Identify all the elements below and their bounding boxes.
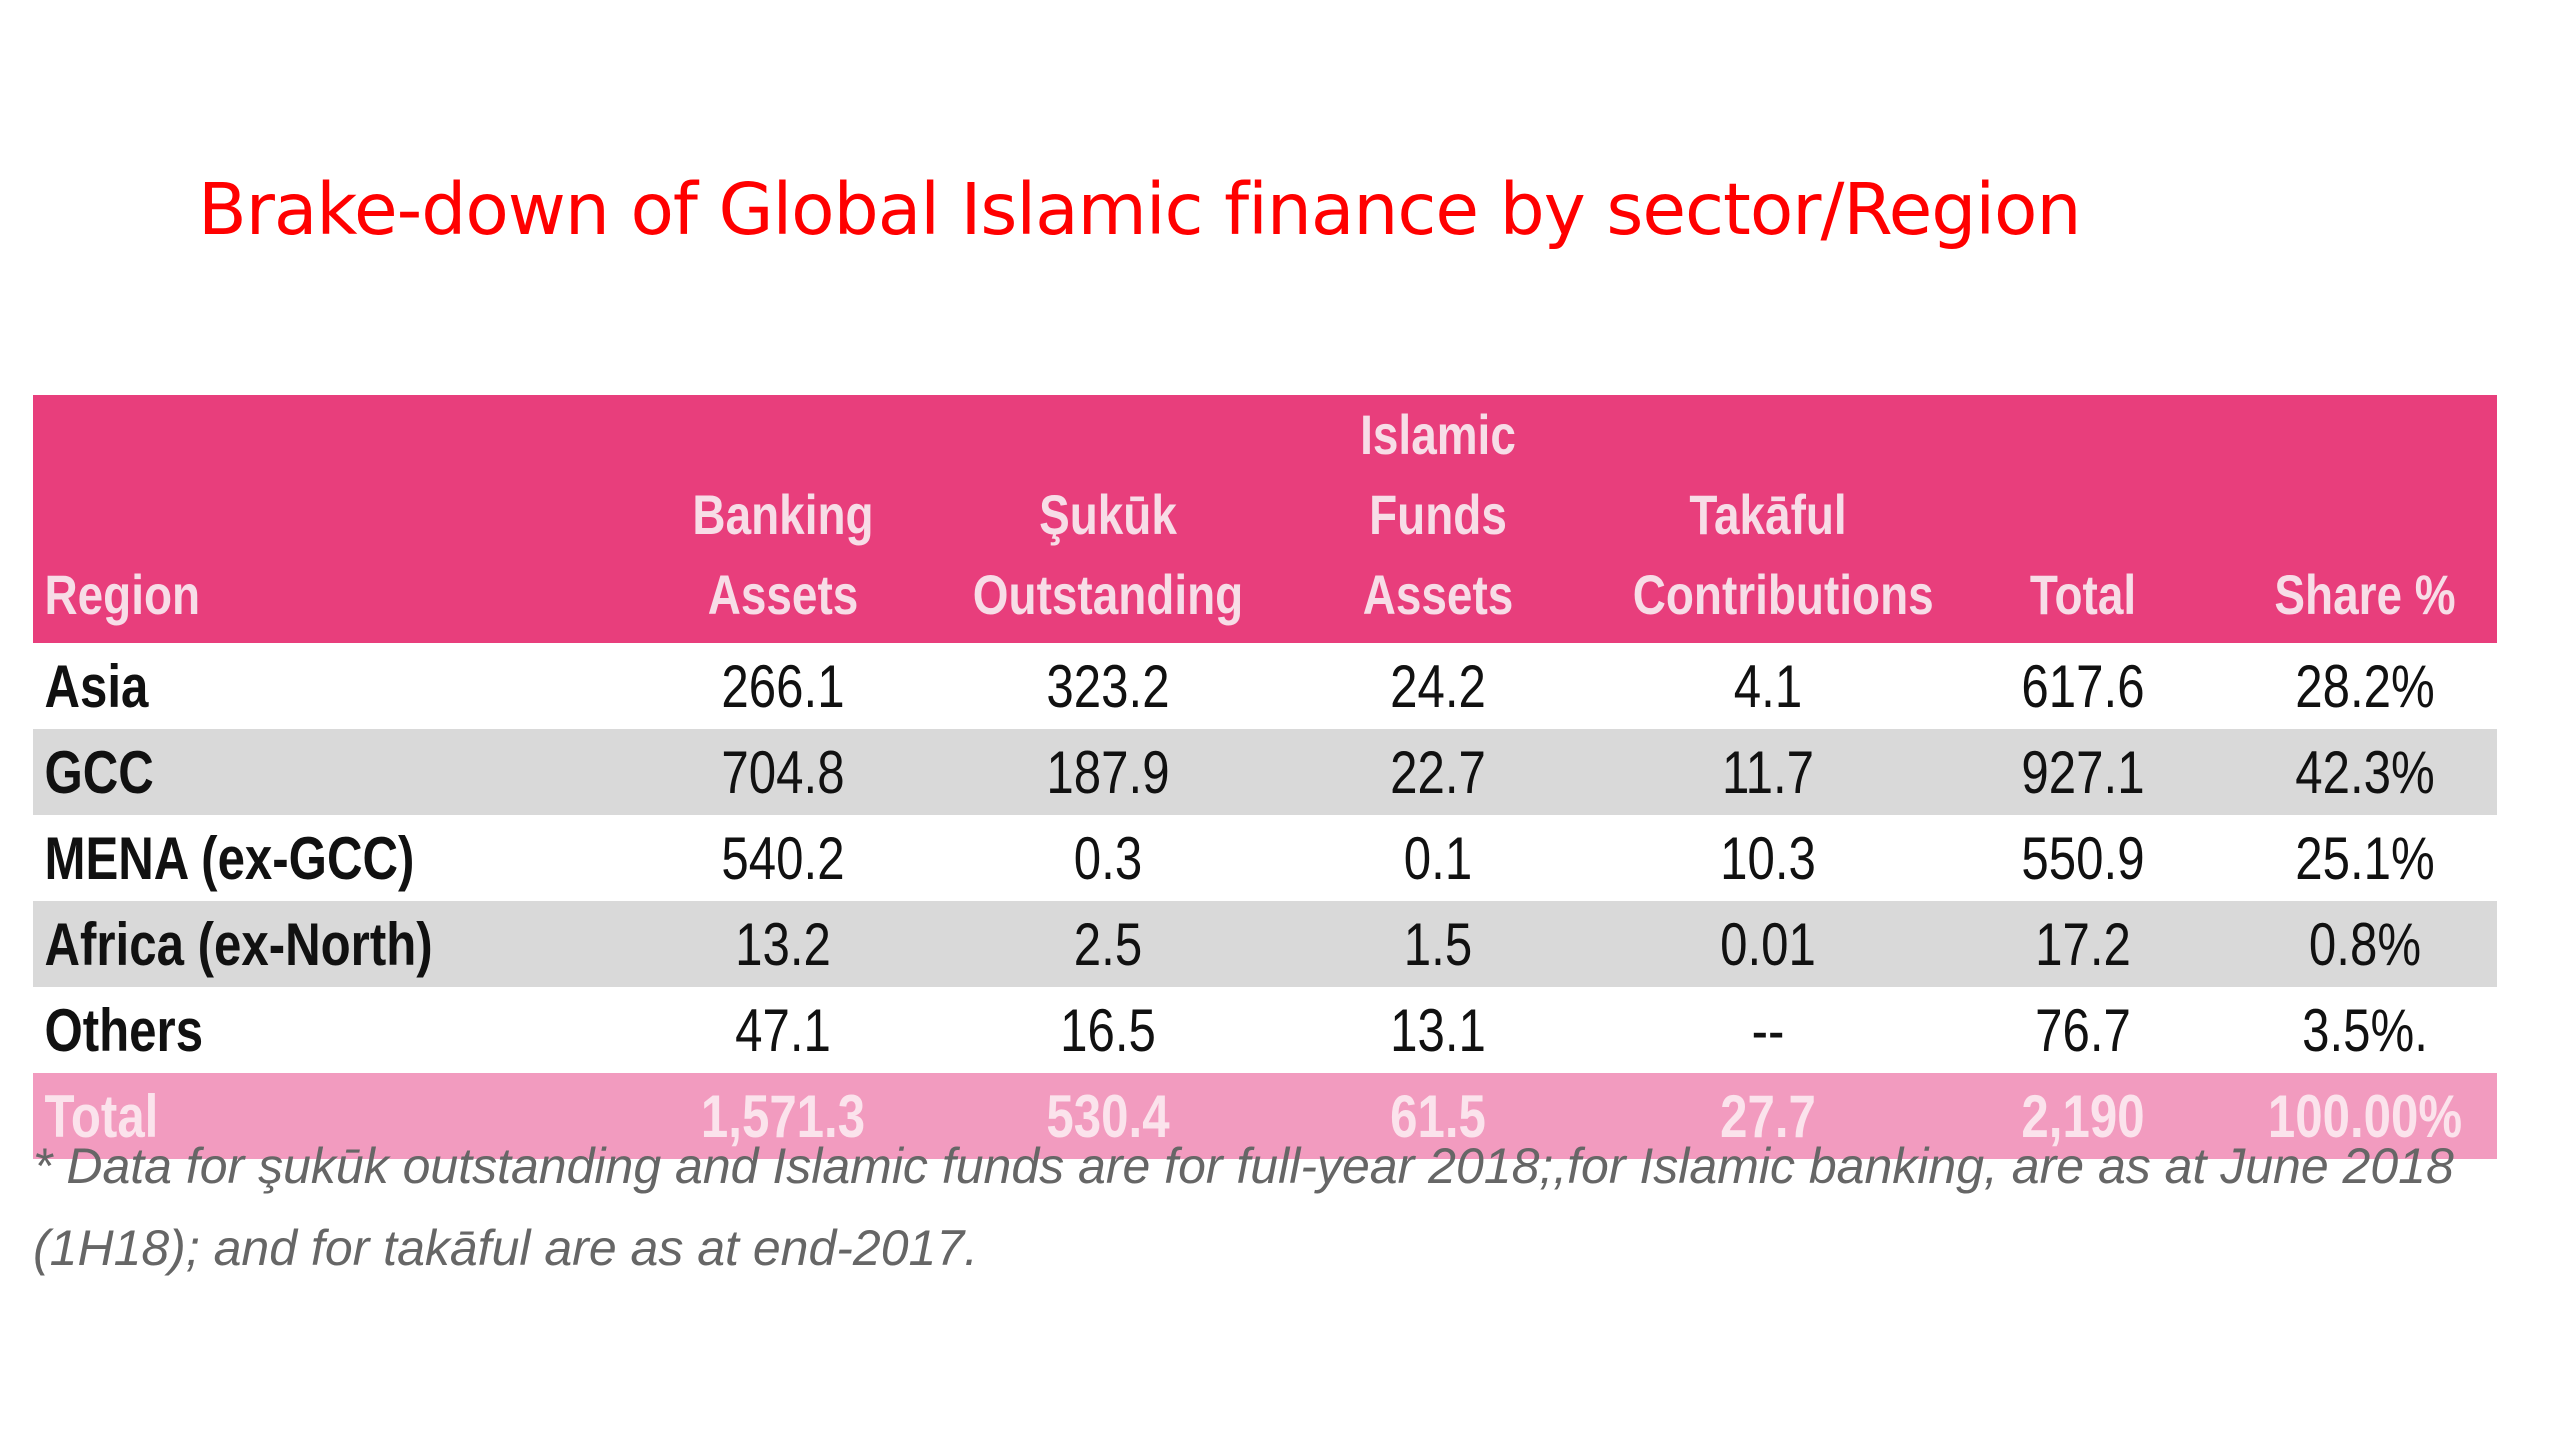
cell-takaful: 11.7 (1721, 738, 1815, 806)
header-row: Region Banking Assets Şukūk Outstanding … (33, 395, 2497, 643)
cell-takaful: -- (1751, 996, 1785, 1064)
finance-table: Region Banking Assets Şukūk Outstanding … (33, 395, 2497, 1159)
total-takaful: 27.7 (1720, 1082, 1816, 1150)
table-row: MENA (ex-GCC) 540.2 0.3 0.1 10.3 550.9 2… (33, 815, 2497, 901)
cell-region: GCC (44, 738, 154, 806)
cell-funds: 13.1 (1390, 996, 1486, 1064)
cell-total: 17.2 (2035, 910, 2131, 978)
finance-table-container: Region Banking Assets Şukūk Outstanding … (33, 395, 2497, 1159)
header-total: Total (2029, 563, 2137, 626)
cell-region: Africa (ex-North) (44, 910, 433, 978)
header-islamic-funds-assets: Islamic Funds Assets (1360, 403, 1516, 626)
total-funds: 61.5 (1390, 1082, 1486, 1150)
cell-takaful: 4.1 (1733, 652, 1803, 720)
cell-share: 28.2% (2295, 652, 2435, 720)
total-total: 2,190 (2021, 1082, 2145, 1150)
cell-total: 550.9 (2021, 824, 2145, 892)
cell-sukuk: 16.5 (1060, 996, 1156, 1064)
cell-funds: 22.7 (1390, 738, 1486, 806)
cell-sukuk: 2.5 (1073, 910, 1143, 978)
cell-takaful: 0.01 (1720, 910, 1816, 978)
cell-sukuk: 0.3 (1073, 824, 1143, 892)
cell-takaful: 10.3 (1720, 824, 1816, 892)
cell-banking: 704.8 (721, 738, 845, 806)
total-sukuk: 530.4 (1046, 1082, 1170, 1150)
cell-banking: 47.1 (735, 996, 831, 1064)
cell-region: MENA (ex-GCC) (44, 824, 415, 892)
cell-sukuk: 323.2 (1046, 652, 1170, 720)
table-row: Africa (ex-North) 13.2 2.5 1.5 0.01 17.2… (33, 901, 2497, 987)
cell-funds: 24.2 (1390, 652, 1486, 720)
slide-title: Brake-down of Global Islamic finance by … (198, 168, 2081, 251)
cell-region: Asia (44, 652, 149, 720)
cell-funds: 0.1 (1403, 824, 1473, 892)
cell-share: 25.1% (2295, 824, 2435, 892)
cell-banking: 13.2 (735, 910, 831, 978)
table-row: GCC 704.8 187.9 22.7 11.7 927.1 42.3% (33, 729, 2497, 815)
header-takaful-contributions: Takāful Contributions (1632, 483, 1934, 626)
header-banking-assets: Banking Assets (692, 483, 874, 626)
header-sukuk-outstanding: Şukūk Outstanding (972, 483, 1244, 626)
cell-funds: 1.5 (1403, 910, 1473, 978)
total-label: Total (44, 1082, 159, 1150)
cell-region: Others (44, 996, 204, 1064)
header-share: Share % (2274, 563, 2456, 626)
table-row: Others 47.1 16.5 13.1 -- 76.7 3.5%. (33, 987, 2497, 1073)
cell-share: 3.5%. (2302, 996, 2428, 1064)
table-row: Asia 266.1 323.2 24.2 4.1 617.6 28.2% (33, 643, 2497, 729)
header-region: Region (44, 563, 201, 626)
footnote: * Data for şukūk outstanding and Islamic… (33, 1138, 2454, 1276)
cell-total: 76.7 (2035, 996, 2131, 1064)
cell-sukuk: 187.9 (1046, 738, 1170, 806)
total-share: 100.00% (2267, 1082, 2463, 1150)
cell-total: 617.6 (2021, 652, 2145, 720)
cell-banking: 540.2 (721, 824, 845, 892)
total-banking: 1,571.3 (700, 1082, 866, 1150)
cell-total: 927.1 (2021, 738, 2145, 806)
table-header: Region Banking Assets Şukūk Outstanding … (33, 395, 2497, 643)
cell-share: 0.8% (2308, 910, 2422, 978)
cell-banking: 266.1 (721, 652, 845, 720)
cell-share: 42.3% (2295, 738, 2435, 806)
table-body: Asia 266.1 323.2 24.2 4.1 617.6 28.2% GC… (33, 643, 2497, 1073)
